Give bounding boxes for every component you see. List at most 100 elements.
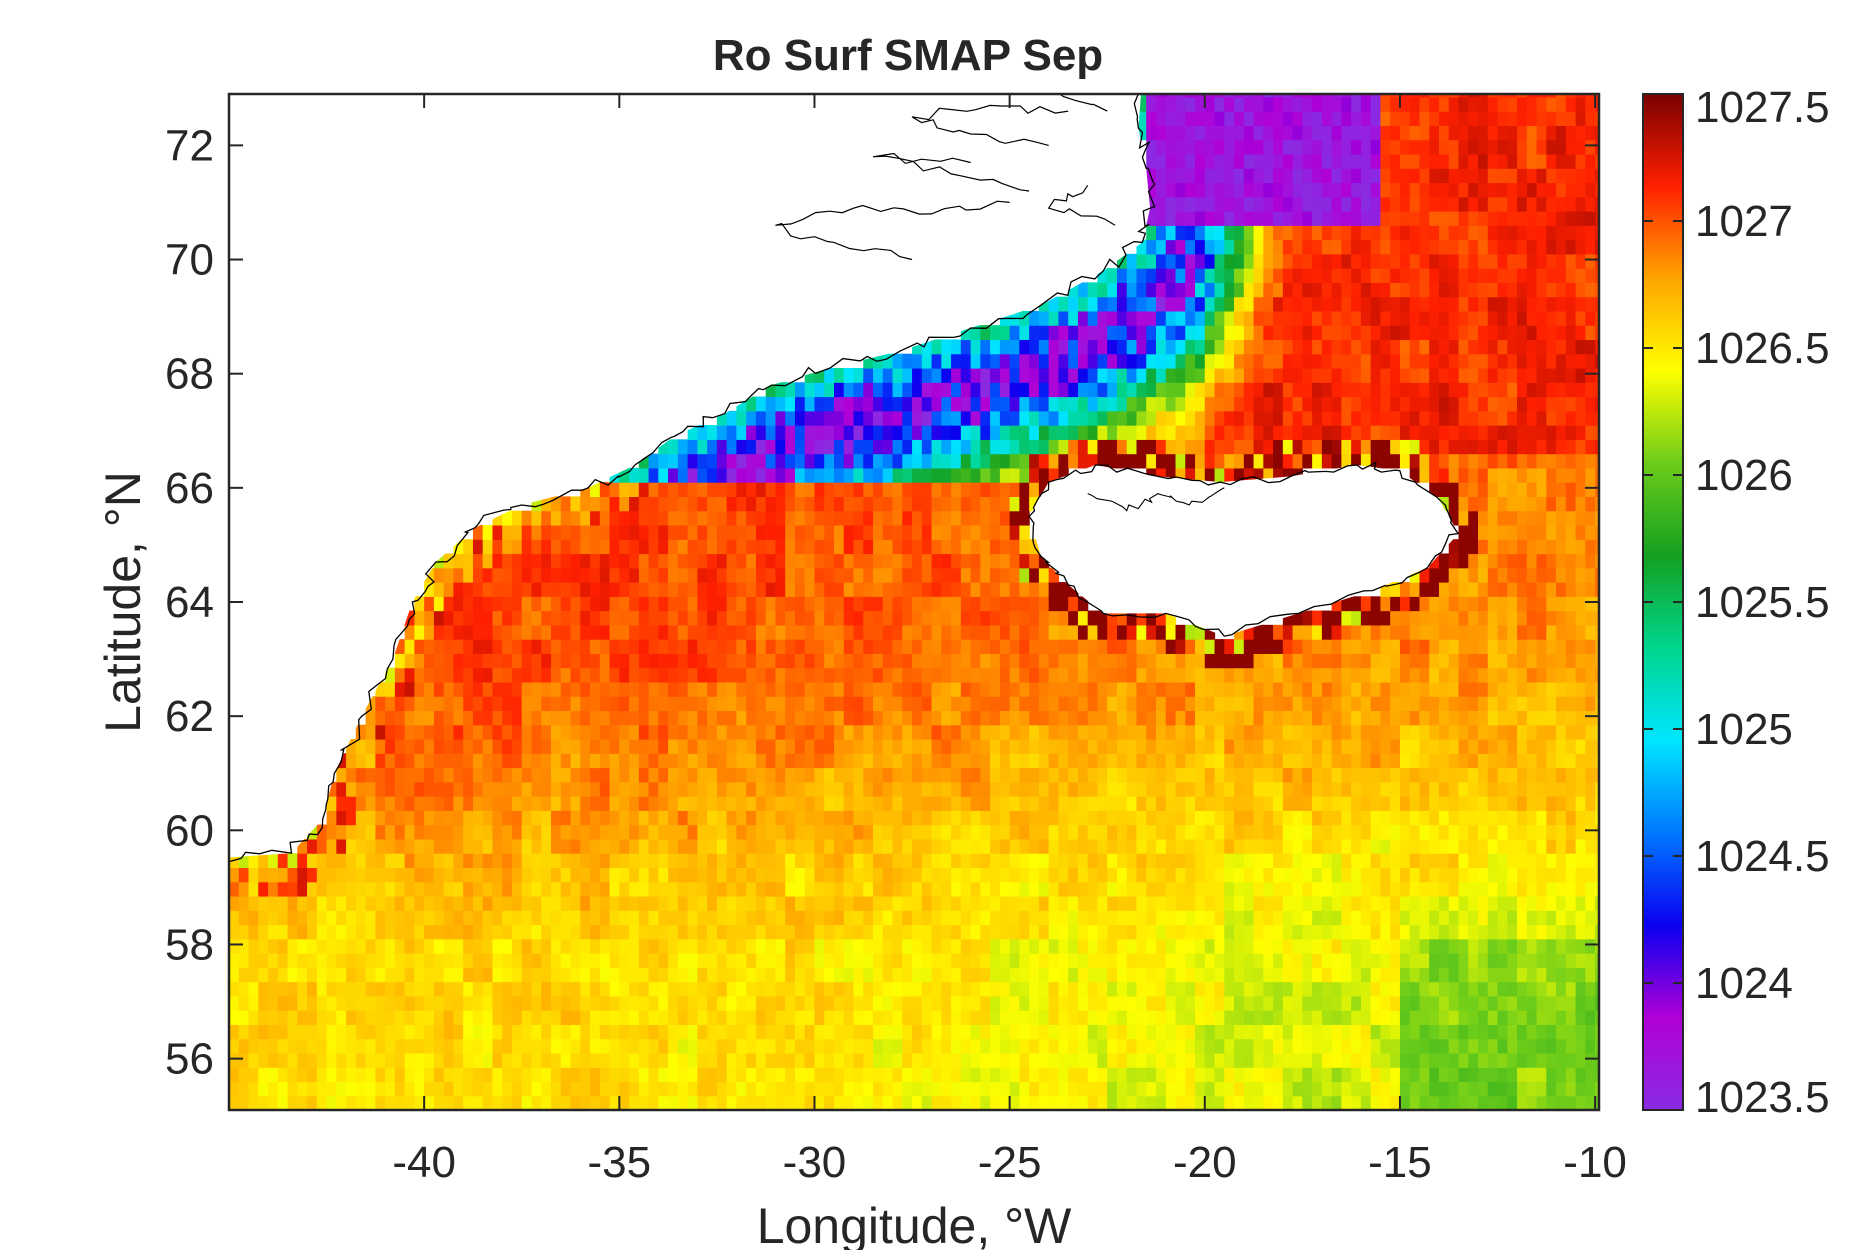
heatmap-cell xyxy=(541,1067,552,1083)
heatmap-cell xyxy=(316,1095,328,1110)
heatmap-cell xyxy=(726,453,738,469)
heatmap-cell xyxy=(1273,1081,1284,1097)
heatmap-cell xyxy=(960,1024,972,1040)
heatmap-cell xyxy=(414,853,425,869)
heatmap-cell xyxy=(277,938,289,954)
heatmap-cell xyxy=(1116,296,1128,312)
heatmap-cell xyxy=(511,867,523,883)
heatmap-cell xyxy=(755,853,767,869)
heatmap-cell xyxy=(1077,439,1089,455)
heatmap-cell xyxy=(999,582,1011,597)
heatmap-cell xyxy=(258,953,269,968)
heatmap-cell xyxy=(775,610,786,626)
heatmap-cell xyxy=(726,753,738,769)
heatmap-cell xyxy=(892,382,903,398)
heatmap-cell xyxy=(433,738,445,754)
heatmap-cell xyxy=(463,596,474,612)
heatmap-cell xyxy=(414,1067,425,1083)
heatmap-cell xyxy=(814,582,825,597)
heatmap-cell xyxy=(775,1095,786,1110)
heatmap-cell xyxy=(609,639,620,654)
heatmap-cell xyxy=(1058,696,1069,712)
heatmap-cell xyxy=(1155,667,1167,683)
heatmap-cell xyxy=(1058,410,1069,426)
heatmap-cell xyxy=(765,410,777,426)
heatmap-cell xyxy=(648,724,659,740)
heatmap-cell xyxy=(619,796,630,811)
heatmap-cell xyxy=(804,1067,816,1083)
heatmap-cell xyxy=(1077,995,1089,1011)
heatmap-cell xyxy=(1146,425,1157,440)
heatmap-cell xyxy=(843,1024,855,1040)
heatmap-cell xyxy=(892,639,903,654)
heatmap-cell xyxy=(687,924,698,940)
heatmap-cell xyxy=(1195,396,1206,412)
heatmap-cell xyxy=(433,796,445,811)
heatmap-cell xyxy=(1087,967,1099,983)
heatmap-cell xyxy=(990,1095,1001,1110)
heatmap-cell xyxy=(307,1095,318,1110)
heatmap-cell xyxy=(463,1038,474,1054)
heatmap-cell xyxy=(736,738,747,754)
heatmap-cell xyxy=(980,624,991,640)
heatmap-cell xyxy=(1146,995,1157,1011)
heatmap-cell xyxy=(697,653,708,669)
heatmap-cell xyxy=(824,624,835,640)
heatmap-cell xyxy=(1282,624,1294,640)
heatmap-cell xyxy=(1204,125,1216,141)
heatmap-cell xyxy=(970,382,981,398)
heatmap-cell xyxy=(726,810,738,826)
heatmap-cell xyxy=(814,853,825,869)
heatmap-cell xyxy=(355,753,367,769)
heatmap-cell xyxy=(668,467,679,483)
heatmap-cell xyxy=(912,796,923,811)
heatmap-cell xyxy=(346,924,357,940)
heatmap-cell xyxy=(931,353,942,369)
heatmap-cell xyxy=(843,1010,855,1025)
heatmap-cell xyxy=(629,753,640,769)
heatmap-cell xyxy=(580,810,591,826)
heatmap-cell xyxy=(833,567,845,583)
heatmap-cell xyxy=(804,1052,816,1068)
heatmap-cell xyxy=(794,938,806,954)
heatmap-cell xyxy=(1019,367,1030,383)
heatmap-cell xyxy=(580,924,591,940)
heatmap-cell xyxy=(1224,111,1235,126)
heatmap-cell xyxy=(912,396,923,412)
heatmap-cell xyxy=(1282,1081,1294,1097)
heatmap-cell xyxy=(658,1024,669,1040)
heatmap-cell xyxy=(1097,639,1108,654)
heatmap-cell xyxy=(1097,796,1108,811)
heatmap-cell xyxy=(1273,153,1284,169)
heatmap-cell xyxy=(560,639,572,654)
heatmap-cell xyxy=(1097,1024,1108,1040)
heatmap-cell xyxy=(1273,738,1284,754)
heatmap-cell xyxy=(1273,1038,1284,1054)
heatmap-cell xyxy=(775,1024,786,1040)
heatmap-cell xyxy=(609,967,620,983)
heatmap-cell xyxy=(736,995,747,1011)
heatmap-cell xyxy=(1263,924,1274,940)
heatmap-cell xyxy=(268,867,279,883)
heatmap-cell xyxy=(1204,1038,1216,1054)
heatmap-cell xyxy=(638,667,650,683)
heatmap-cell xyxy=(1058,910,1069,926)
heatmap-cell xyxy=(794,953,806,968)
heatmap-cell xyxy=(1204,282,1216,298)
heatmap-cell xyxy=(970,696,981,712)
heatmap-cell xyxy=(687,953,698,968)
heatmap-cell xyxy=(765,824,777,840)
heatmap-cell xyxy=(1146,610,1157,626)
heatmap-cell xyxy=(1214,1067,1225,1083)
heatmap-cell xyxy=(1214,168,1225,184)
heatmap-cell xyxy=(551,953,562,968)
heatmap-cell xyxy=(677,667,689,683)
heatmap-cell xyxy=(394,710,406,726)
heatmap-cell xyxy=(765,496,777,512)
heatmap-cell xyxy=(424,824,435,840)
heatmap-cell xyxy=(785,653,796,669)
heatmap-cell xyxy=(951,639,962,654)
heatmap-cell xyxy=(960,995,972,1011)
heatmap-cell xyxy=(1214,781,1225,797)
heatmap-cell xyxy=(1048,738,1060,754)
